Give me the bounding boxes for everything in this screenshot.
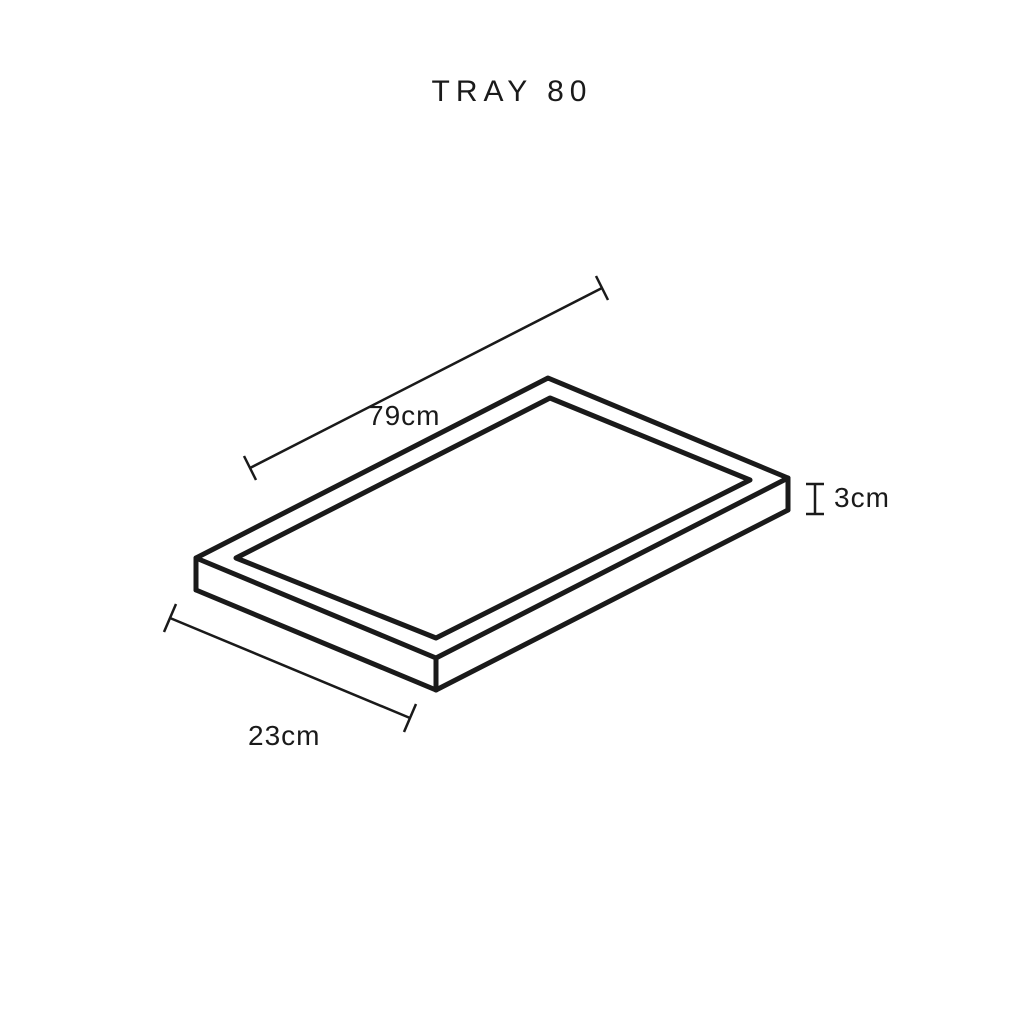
- length-label: 79cm: [368, 400, 440, 432]
- diagram-container: TRAY 80: [0, 0, 1024, 1024]
- height-label: 3cm: [834, 482, 890, 514]
- width-label: 23cm: [248, 720, 320, 752]
